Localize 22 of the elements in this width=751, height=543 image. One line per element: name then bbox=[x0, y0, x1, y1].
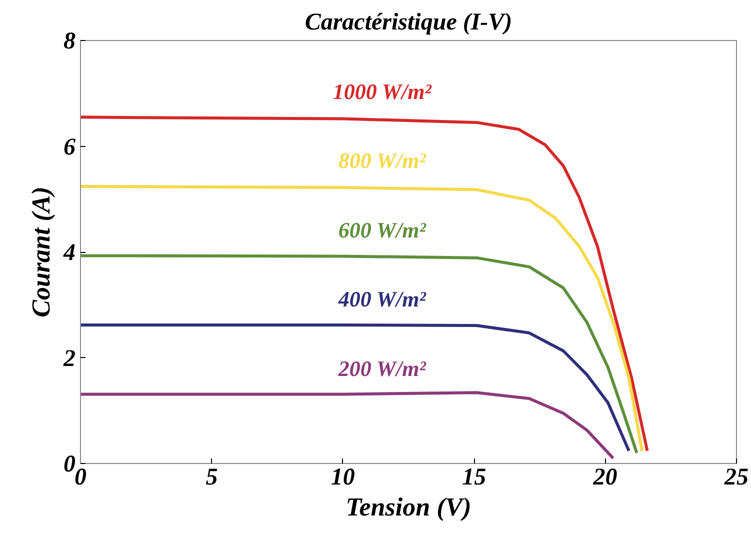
chart-title: Caractéristique (I-V) bbox=[304, 10, 512, 36]
line-series bbox=[80, 116, 649, 452]
y-axis-title: Courant (A) bbox=[26, 186, 56, 318]
x-tick-label: 15 bbox=[462, 464, 486, 490]
x-tick-label: 20 bbox=[592, 464, 618, 490]
y-tick-label: 4 bbox=[62, 240, 76, 266]
series-label: 600 W/m² bbox=[338, 217, 426, 242]
series-label: 400 W/m² bbox=[337, 286, 426, 312]
x-tick-label: 10 bbox=[330, 464, 355, 490]
y-tick-label: 2 bbox=[62, 346, 76, 372]
y-tick-label: 6 bbox=[64, 134, 76, 160]
series-label: 200 W/m² bbox=[337, 356, 426, 382]
line-series bbox=[80, 184, 644, 452]
series-label: 800 W/m² bbox=[338, 148, 426, 174]
y-tick-label: 8 bbox=[64, 28, 76, 54]
x-tick-label: 25 bbox=[724, 464, 748, 490]
line-series bbox=[80, 254, 638, 454]
line-series bbox=[80, 323, 630, 452]
x-tick-label: 5 bbox=[206, 464, 218, 490]
series-label: 1000 W/m² bbox=[332, 78, 432, 104]
x-axis-title: Tension (V) bbox=[346, 492, 472, 522]
line-series bbox=[80, 391, 615, 460]
